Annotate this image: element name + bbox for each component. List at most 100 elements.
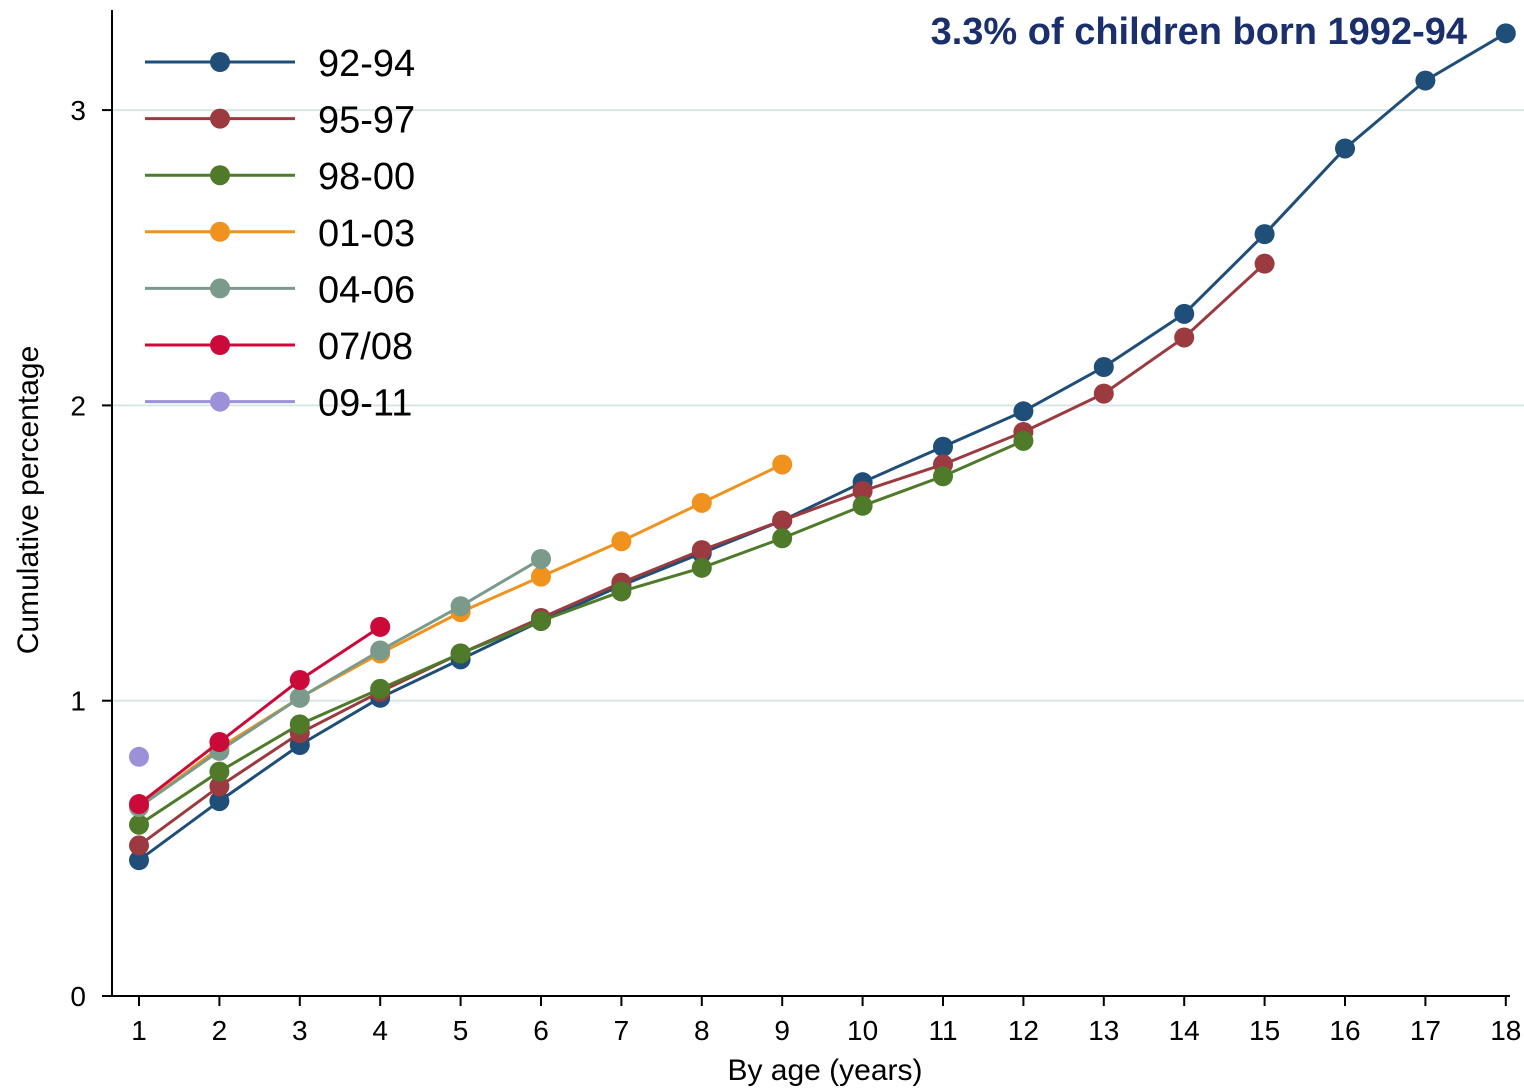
series-98-00 [129, 430, 1034, 835]
legend-label: 09-11 [318, 383, 412, 425]
data-point [852, 481, 873, 502]
data-point [1013, 430, 1034, 451]
data-point [772, 528, 793, 549]
data-point [1093, 357, 1114, 378]
data-point [370, 616, 391, 637]
gridlines [112, 109, 1524, 702]
data-point [289, 687, 310, 708]
data-point [531, 610, 551, 631]
x-tick-label: 6 [533, 1015, 549, 1046]
x-tick-label: 11 [928, 1015, 957, 1046]
x-tick-label: 17 [1410, 1015, 1441, 1046]
legend-swatch-marker [210, 278, 230, 299]
data-point [933, 436, 953, 457]
series-09-11 [129, 746, 149, 767]
series-07-08 [129, 616, 391, 815]
x-tick-label: 10 [847, 1015, 878, 1046]
legend-swatch-marker [210, 221, 230, 242]
series-01-03 [129, 454, 793, 818]
data-point [1174, 303, 1195, 324]
legend-item: 09-11 [145, 383, 412, 425]
data-point [209, 732, 230, 753]
legend-label: 92-94 [318, 43, 415, 85]
data-point [611, 531, 632, 552]
y-tick-label: 0 [70, 981, 86, 1012]
x-axis-label: By age (years) [727, 1054, 922, 1087]
legend-label: 95-97 [318, 100, 415, 142]
x-tick-label: 8 [694, 1015, 710, 1046]
data-point [1093, 383, 1114, 404]
x-tick-label: 4 [372, 1015, 388, 1046]
data-point [611, 581, 632, 602]
data-point [289, 670, 310, 691]
x-tick-label: 12 [1008, 1015, 1039, 1046]
series-line [138, 463, 783, 809]
data-point [209, 761, 230, 782]
series-line [138, 439, 1025, 826]
legend-swatch-marker [210, 165, 230, 186]
series-04-06 [129, 548, 551, 818]
axes [111, 10, 1510, 997]
data-point [1013, 401, 1034, 422]
data-point [1254, 253, 1275, 274]
x-tick-label: 9 [774, 1015, 790, 1046]
data-point [370, 640, 391, 661]
legend-swatch-marker [210, 52, 230, 72]
legend-item: 07/08 [145, 326, 413, 368]
data-point [531, 548, 551, 569]
legend-swatch-marker [210, 335, 230, 355]
data-point [209, 791, 230, 812]
data-point [772, 454, 793, 475]
legend-label: 98-00 [318, 156, 415, 198]
series-92-94 [129, 23, 1516, 871]
data-point [1495, 23, 1516, 44]
x-tick-label: 15 [1249, 1015, 1280, 1046]
legend-label: 04-06 [318, 269, 415, 311]
series-line [138, 557, 542, 809]
x-tick-label: 14 [1169, 1015, 1200, 1046]
x-tick-label: 7 [614, 1015, 630, 1046]
series [129, 23, 1516, 871]
legend-item: 04-06 [145, 269, 415, 311]
y-tick-label: 3 [70, 95, 86, 126]
data-point [129, 746, 149, 767]
data-point [129, 835, 149, 856]
legend: 92-94 95-97 98-00 01-03 04-06 07/08 09-11 [145, 43, 415, 425]
x-tick-label: 16 [1329, 1015, 1360, 1046]
x-tick-label: 1 [131, 1015, 147, 1046]
x-tick-label: 5 [453, 1015, 469, 1046]
data-point [289, 714, 310, 735]
data-point [129, 850, 149, 871]
data-point [209, 776, 230, 797]
data-point [772, 510, 793, 531]
data-point [531, 566, 551, 587]
legend-item: 01-03 [145, 213, 415, 255]
legend-item: 92-94 [145, 43, 415, 85]
data-point [129, 794, 149, 815]
data-point [852, 495, 873, 516]
data-point [691, 492, 712, 513]
legend-item: 95-97 [145, 100, 415, 142]
data-point [129, 814, 149, 835]
series-line [138, 32, 1507, 862]
y-tick-label: 1 [70, 686, 86, 717]
data-point [933, 466, 953, 487]
series-95-97 [129, 253, 1275, 856]
legend-swatch-marker [210, 391, 230, 412]
legend-label: 07/08 [318, 326, 413, 368]
data-point [1174, 327, 1195, 348]
data-point [1254, 224, 1275, 245]
legend-swatch-marker [210, 108, 230, 129]
y-tick-label: 2 [70, 390, 86, 421]
chart-annotation: 3.3% of children born 1992-94 [931, 11, 1467, 53]
data-point [370, 678, 391, 699]
data-point [691, 540, 712, 561]
data-point [691, 557, 712, 578]
y-axis-label: Cumulative percentage [12, 346, 45, 655]
data-point [1335, 138, 1355, 159]
data-point [1415, 70, 1436, 91]
x-tick-label: 13 [1088, 1015, 1119, 1046]
